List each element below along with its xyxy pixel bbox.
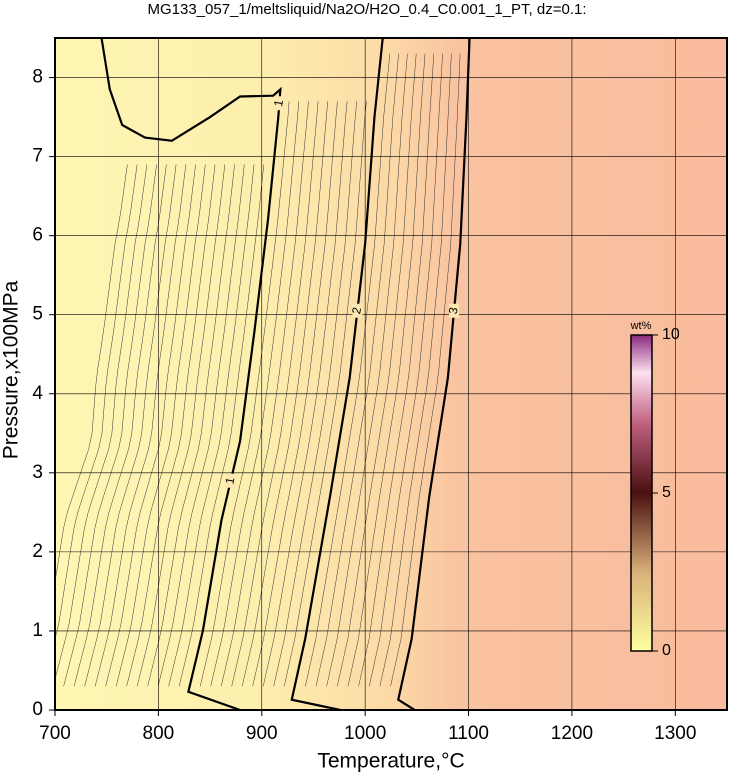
contour-label: 1: [222, 476, 237, 485]
x-tick-label: 1000: [344, 723, 386, 744]
x-axis-label: Temperature,°C: [317, 750, 464, 773]
contour-label: 2: [349, 306, 364, 315]
minor-contour: [337, 53, 417, 687]
y-tick-label: 2: [32, 541, 43, 562]
colorbar-tick-label: 10: [662, 326, 680, 343]
minor-contours: [55, 53, 461, 687]
minor-contour: [105, 164, 196, 687]
minor-contour: [358, 53, 435, 687]
minor-contour: [305, 53, 391, 687]
minor-contour: [84, 164, 177, 687]
minor-contour: [94, 164, 187, 687]
minor-contour: [55, 164, 128, 584]
contour-label: 3: [446, 306, 461, 315]
x-tick-label: 1300: [654, 723, 696, 744]
y-tick-label: 6: [32, 225, 43, 246]
minor-contour: [390, 53, 461, 687]
colorbar-tick-label: 0: [662, 642, 671, 659]
y-axis-label: Pressure,x100MPa: [0, 280, 23, 459]
minor-contour: [326, 53, 408, 687]
x-tick-label: 800: [143, 723, 175, 744]
contour-label: 1: [271, 98, 286, 107]
chart-title: MG133_057_1/meltsliquid/Na2O/H2O_0.4_C0.…: [147, 1, 586, 18]
minor-contour: [136, 164, 226, 687]
contour-line: [396, 38, 471, 710]
contours: 1 1 2 3: [100, 38, 471, 710]
minor-contour: [369, 53, 443, 687]
minor-contour: [315, 53, 399, 687]
y-tick-label: 4: [32, 383, 43, 404]
grid: [54, 38, 727, 711]
y-tick-label: 5: [32, 304, 43, 325]
contour-label-bg: [274, 96, 285, 111]
x-tick-label: 1100: [448, 723, 489, 744]
y-tick-label: 1: [32, 620, 43, 641]
contour-line: [290, 38, 384, 710]
minor-contour: [347, 53, 426, 687]
colorbar-tick-label: 5: [662, 484, 671, 501]
minor-contour: [379, 53, 452, 687]
colorbar: [630, 334, 653, 652]
y-tick-label: 3: [32, 462, 43, 483]
y-tick-label: 7: [32, 146, 43, 167]
minor-contour: [55, 164, 148, 681]
y-tick-label: 8: [32, 67, 43, 88]
plot-frame: [54, 37, 728, 711]
minor-contour: [73, 164, 167, 687]
x-tick-label: 1200: [551, 723, 593, 744]
contour-label-bg: [225, 473, 236, 488]
contour-label-bg: [449, 303, 460, 318]
minor-contour: [126, 164, 216, 687]
minor-contour: [55, 164, 138, 640]
minor-contour: [147, 164, 235, 687]
x-tick-label: 700: [39, 723, 71, 744]
minor-contour: [115, 164, 206, 687]
x-tick-label: 900: [246, 723, 278, 744]
minor-contour: [63, 164, 157, 687]
contour-label-bg: [352, 303, 363, 318]
minor-contour: [157, 164, 245, 687]
y-tick-label: 0: [32, 699, 43, 720]
minor-contour: [168, 164, 255, 687]
contour-line: [100, 38, 282, 710]
colorbar-label: wt%: [630, 320, 652, 332]
minor-contour: [178, 164, 265, 687]
